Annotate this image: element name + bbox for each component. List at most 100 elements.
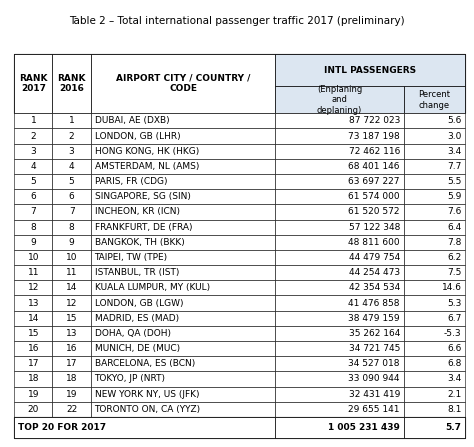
Bar <box>404 113 465 128</box>
Bar <box>14 326 53 341</box>
Text: 33 090 944: 33 090 944 <box>348 375 400 384</box>
Text: Table 2 – Total international passenger traffic 2017 (preliminary): Table 2 – Total international passenger … <box>69 16 405 25</box>
Text: 3.0: 3.0 <box>447 131 462 140</box>
Bar <box>53 356 91 371</box>
Bar <box>14 417 465 438</box>
Bar <box>14 371 53 387</box>
Text: 6.4: 6.4 <box>447 223 462 232</box>
Text: 1 005 231 439: 1 005 231 439 <box>328 423 400 432</box>
Text: 5.7: 5.7 <box>446 423 462 432</box>
Bar <box>91 387 275 402</box>
Bar <box>91 402 275 417</box>
Bar <box>53 311 91 326</box>
Text: 32 431 419: 32 431 419 <box>348 390 400 399</box>
Text: 5.6: 5.6 <box>447 116 462 125</box>
Bar <box>275 219 404 235</box>
Text: 3.4: 3.4 <box>447 147 462 156</box>
Text: TAIPEI, TW (TPE): TAIPEI, TW (TPE) <box>94 253 168 262</box>
Text: 4: 4 <box>30 162 36 171</box>
Bar <box>275 356 404 371</box>
Bar <box>91 265 275 280</box>
Bar <box>91 54 275 113</box>
Bar <box>404 356 465 371</box>
Bar <box>53 341 91 356</box>
Bar <box>14 159 53 174</box>
Text: 14.6: 14.6 <box>442 283 462 292</box>
Text: 5.5: 5.5 <box>447 177 462 186</box>
Text: RANK
2016: RANK 2016 <box>57 74 86 93</box>
Text: AIRPORT CITY / COUNTRY /
CODE: AIRPORT CITY / COUNTRY / CODE <box>116 74 250 93</box>
Text: SINGAPORE, SG (SIN): SINGAPORE, SG (SIN) <box>94 192 191 201</box>
Text: DOHA, QA (DOH): DOHA, QA (DOH) <box>94 329 171 338</box>
Text: 5: 5 <box>69 177 74 186</box>
Text: (Enplaning
and
deplaning): (Enplaning and deplaning) <box>317 85 362 115</box>
Text: 34 721 745: 34 721 745 <box>348 344 400 353</box>
Bar <box>404 280 465 295</box>
Text: 6: 6 <box>30 192 36 201</box>
Text: 8: 8 <box>30 223 36 232</box>
Text: 6.2: 6.2 <box>447 253 462 262</box>
Text: 29 655 141: 29 655 141 <box>348 405 400 414</box>
Bar <box>53 204 91 219</box>
Text: TOP 20 FOR 2017: TOP 20 FOR 2017 <box>18 423 106 432</box>
Bar <box>14 189 53 204</box>
Bar <box>91 295 275 311</box>
Text: 13: 13 <box>27 299 39 308</box>
Bar <box>275 128 404 143</box>
Bar <box>53 265 91 280</box>
Bar <box>275 204 404 219</box>
Bar <box>14 402 53 417</box>
Text: 61 574 000: 61 574 000 <box>348 192 400 201</box>
Text: NEW YORK NY, US (JFK): NEW YORK NY, US (JFK) <box>94 390 199 399</box>
Text: 44 254 473: 44 254 473 <box>349 268 400 277</box>
Text: DUBAI, AE (DXB): DUBAI, AE (DXB) <box>94 116 169 125</box>
Text: 73 187 198: 73 187 198 <box>348 131 400 140</box>
Bar <box>14 387 53 402</box>
Text: TORONTO ON, CA (YYZ): TORONTO ON, CA (YYZ) <box>94 405 201 414</box>
Text: 48 811 600: 48 811 600 <box>348 238 400 247</box>
Text: 9: 9 <box>30 238 36 247</box>
Text: 14: 14 <box>27 314 39 323</box>
Bar <box>404 174 465 189</box>
Text: 7: 7 <box>30 207 36 216</box>
Bar <box>404 402 465 417</box>
Text: INCHEON, KR (ICN): INCHEON, KR (ICN) <box>94 207 180 216</box>
Text: 6.8: 6.8 <box>447 359 462 368</box>
Text: 87 722 023: 87 722 023 <box>348 116 400 125</box>
Text: 7: 7 <box>69 207 74 216</box>
Text: 7.5: 7.5 <box>447 268 462 277</box>
Text: 22: 22 <box>66 405 77 414</box>
Bar <box>14 417 275 438</box>
Text: 20: 20 <box>27 405 39 414</box>
Bar <box>275 311 404 326</box>
Text: ISTANBUL, TR (IST): ISTANBUL, TR (IST) <box>94 268 179 277</box>
Text: 10: 10 <box>66 253 77 262</box>
Bar <box>14 128 53 143</box>
Text: INTL PASSENGERS: INTL PASSENGERS <box>324 66 416 75</box>
Text: 13: 13 <box>66 329 77 338</box>
Bar <box>404 295 465 311</box>
Text: PARIS, FR (CDG): PARIS, FR (CDG) <box>94 177 167 186</box>
Bar <box>14 280 53 295</box>
Bar <box>14 265 53 280</box>
Bar <box>404 204 465 219</box>
Text: HONG KONG, HK (HKG): HONG KONG, HK (HKG) <box>94 147 199 156</box>
Bar <box>404 326 465 341</box>
Bar <box>53 113 91 128</box>
Bar <box>404 371 465 387</box>
Bar <box>275 235 404 250</box>
Bar <box>53 402 91 417</box>
Bar <box>91 341 275 356</box>
Text: 19: 19 <box>66 390 77 399</box>
Text: 11: 11 <box>66 268 77 277</box>
Text: LONDON, GB (LGW): LONDON, GB (LGW) <box>94 299 183 308</box>
Text: 16: 16 <box>27 344 39 353</box>
Bar <box>404 265 465 280</box>
Bar <box>275 402 404 417</box>
Text: 44 479 754: 44 479 754 <box>349 253 400 262</box>
Text: 7.7: 7.7 <box>447 162 462 171</box>
Text: 4: 4 <box>69 162 74 171</box>
Text: Percent
change: Percent change <box>418 90 450 110</box>
Bar <box>14 204 53 219</box>
Text: 12: 12 <box>66 299 77 308</box>
